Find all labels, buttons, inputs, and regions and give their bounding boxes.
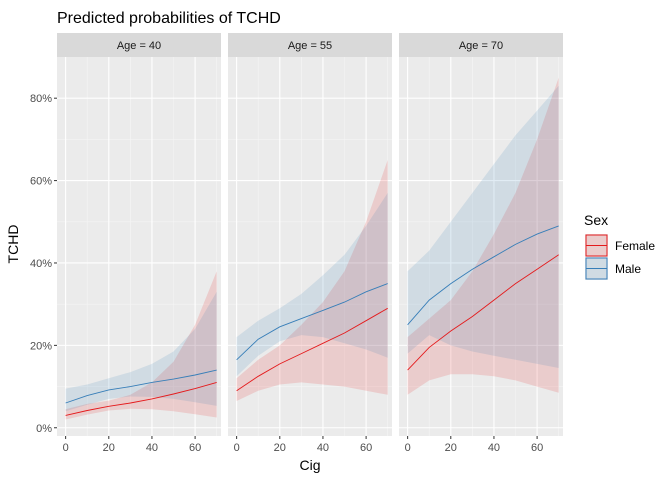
facet-strip xyxy=(57,33,221,57)
y-tick-label: 80% xyxy=(30,93,52,105)
facet-panel: Age = 40 0 20 40 60 xyxy=(57,33,221,454)
legend-label-female: Female xyxy=(615,239,655,253)
y-tick-label: 60% xyxy=(30,176,52,188)
facet-strip xyxy=(399,33,563,57)
legend-title: Sex xyxy=(584,212,608,228)
facet-strip-label: Age = 70 xyxy=(459,40,503,52)
series-line-female xyxy=(65,381,217,416)
confidence-band-male xyxy=(236,192,388,377)
confidence-band-male xyxy=(65,291,217,412)
panel-background xyxy=(228,57,392,436)
x-tick-label: 40 xyxy=(317,442,329,454)
x-tick-label: 40 xyxy=(488,442,500,454)
legend: Sex Female Male xyxy=(584,212,655,280)
series-line-female xyxy=(236,307,388,392)
x-tick-label: 20 xyxy=(274,442,286,454)
series-line-female xyxy=(407,254,559,371)
x-tick-label: 60 xyxy=(360,442,372,454)
x-tick-label: 60 xyxy=(531,442,543,454)
legend-label-male: Male xyxy=(615,262,641,276)
x-tick-label: 20 xyxy=(103,442,115,454)
y-tick-label: 20% xyxy=(30,340,52,352)
x-tick-label: 0 xyxy=(405,442,411,454)
y-tick-label: 0% xyxy=(36,423,52,435)
series-line-male xyxy=(65,369,217,404)
chart-title: Predicted probabilities of TCHD xyxy=(57,10,281,27)
y-tick-label: 40% xyxy=(30,258,52,270)
facet-panel: Age = 70 0 20 40 60 xyxy=(399,33,563,454)
series-line-male xyxy=(236,283,388,361)
x-tick-label: 20 xyxy=(445,442,457,454)
x-tick-label: 60 xyxy=(189,442,201,454)
series-line-male xyxy=(407,225,559,326)
y-axis-title: TCHD xyxy=(5,225,21,264)
panel-background xyxy=(399,57,563,436)
confidence-band-female xyxy=(236,160,388,401)
x-tick-label: 40 xyxy=(146,442,158,454)
x-tick-label: 0 xyxy=(63,442,69,454)
confidence-band-female xyxy=(65,271,217,420)
facet-strip-label: Age = 40 xyxy=(117,40,161,52)
panels-layer: Age = 40 0 20 40 60 Age = 55 0 20 40 60 Age = 70 0 2… xyxy=(30,33,563,454)
facet-strip-label: Age = 55 xyxy=(288,40,332,52)
facet-panel: Age = 55 0 20 40 60 xyxy=(228,33,392,454)
confidence-band-male xyxy=(407,85,559,369)
panel-background xyxy=(57,57,221,436)
confidence-band-female xyxy=(407,77,559,395)
facet-strip xyxy=(228,33,392,57)
x-tick-label: 0 xyxy=(234,442,240,454)
x-axis-title: Cig xyxy=(299,457,320,473)
